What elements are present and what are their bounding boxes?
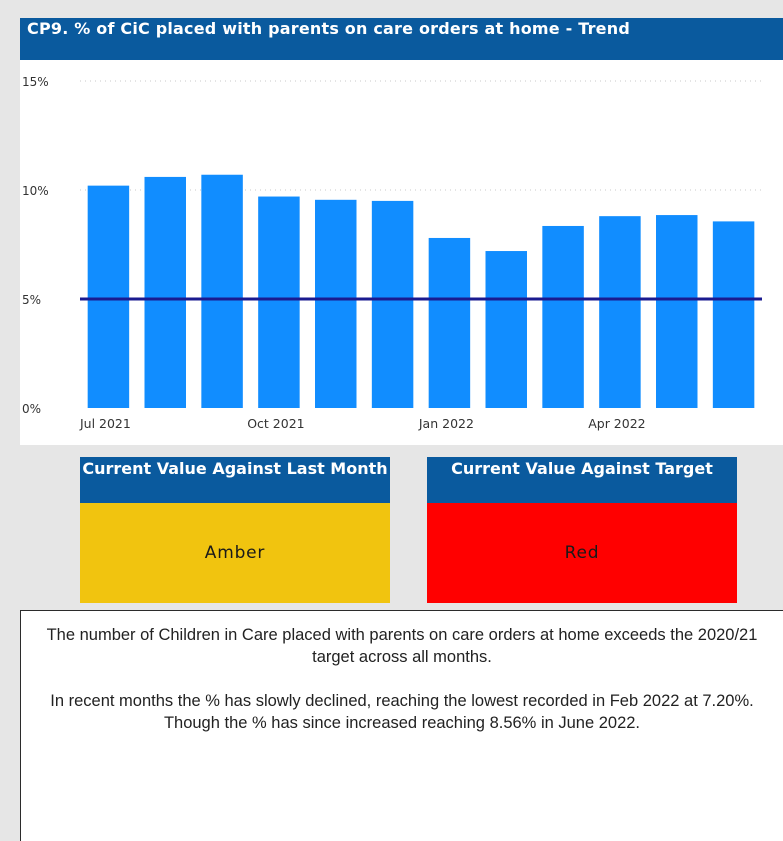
bar bbox=[87, 185, 130, 408]
chart-panel: 0% 5% 10% 15% Jul 2021 Oct 2021 Jan 2022 Apr 20… bbox=[20, 18, 783, 445]
bar bbox=[485, 251, 527, 408]
bar bbox=[542, 225, 584, 408]
card-target: Current Value Against Target Red bbox=[427, 457, 737, 603]
y-tick-label: 0% bbox=[22, 402, 41, 416]
x-tick-label: Oct 2021 bbox=[247, 416, 304, 431]
card-target-status: Red bbox=[427, 503, 737, 603]
bar bbox=[656, 215, 698, 408]
x-tick-label: Apr 2022 bbox=[588, 416, 645, 431]
bar bbox=[258, 196, 300, 408]
card-target-header: Current Value Against Target bbox=[427, 457, 737, 503]
bar bbox=[712, 221, 755, 408]
x-tick-label: Jul 2021 bbox=[79, 416, 131, 431]
bar bbox=[428, 237, 471, 408]
bar bbox=[144, 176, 186, 408]
bar-chart: 0% 5% 10% 15% Jul 2021 Oct 2021 Jan 2022 Apr 20… bbox=[22, 75, 762, 431]
y-tick-label: 15% bbox=[22, 75, 49, 89]
bar bbox=[599, 216, 641, 408]
bar bbox=[371, 200, 414, 408]
commentary-paragraph-2: In recent months the % has slowly declin… bbox=[50, 692, 754, 732]
commentary-box: The number of Children in Care placed wi… bbox=[20, 610, 783, 841]
commentary-paragraph-1: The number of Children in Care placed wi… bbox=[46, 626, 758, 666]
card-last-month-status: Amber bbox=[80, 503, 390, 603]
x-tick-label: Jan 2022 bbox=[418, 416, 474, 431]
y-tick-label: 5% bbox=[22, 293, 41, 307]
chart-title: CP9. % of CiC placed with parents on car… bbox=[20, 18, 783, 60]
card-last-month-header: Current Value Against Last Month bbox=[80, 457, 390, 503]
card-last-month: Current Value Against Last Month Amber bbox=[80, 457, 390, 603]
bar bbox=[315, 199, 357, 408]
y-tick-label: 10% bbox=[22, 184, 49, 198]
bar bbox=[201, 174, 243, 408]
